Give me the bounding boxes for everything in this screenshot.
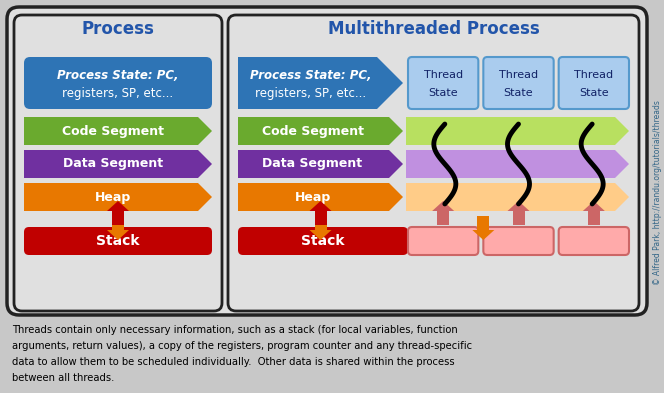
Text: Code Segment: Code Segment — [262, 125, 363, 138]
Polygon shape — [24, 150, 212, 178]
FancyBboxPatch shape — [408, 227, 478, 255]
Polygon shape — [406, 117, 629, 145]
Bar — [437, 211, 449, 225]
Polygon shape — [107, 201, 129, 211]
Polygon shape — [24, 117, 212, 145]
FancyBboxPatch shape — [14, 15, 222, 311]
Text: Process: Process — [82, 20, 155, 38]
Bar — [315, 211, 327, 225]
Text: Thread: Thread — [499, 70, 538, 80]
FancyBboxPatch shape — [483, 227, 554, 255]
Text: between all threads.: between all threads. — [12, 373, 114, 383]
Polygon shape — [24, 183, 212, 211]
Polygon shape — [107, 230, 129, 240]
Text: registers, SP, etc...: registers, SP, etc... — [255, 87, 366, 100]
Bar — [112, 211, 124, 225]
FancyBboxPatch shape — [228, 15, 639, 311]
FancyBboxPatch shape — [558, 227, 629, 255]
Text: Multithreaded Process: Multithreaded Process — [327, 20, 539, 38]
Text: Heap: Heap — [95, 191, 131, 204]
Polygon shape — [238, 150, 403, 178]
Polygon shape — [238, 57, 403, 109]
Text: © Alfred Park, http://randu.org/tutorials/threads: © Alfred Park, http://randu.org/tutorial… — [653, 101, 663, 285]
Polygon shape — [472, 230, 494, 240]
FancyBboxPatch shape — [238, 227, 408, 255]
Text: Stack: Stack — [96, 234, 139, 248]
Text: Threads contain only necessary information, such as a stack (for local variables: Threads contain only necessary informati… — [12, 325, 457, 335]
Text: Thread: Thread — [574, 70, 614, 80]
FancyBboxPatch shape — [408, 57, 478, 109]
Text: State: State — [428, 88, 458, 98]
Polygon shape — [238, 117, 403, 145]
FancyBboxPatch shape — [24, 57, 212, 109]
FancyBboxPatch shape — [24, 227, 212, 255]
Text: Data Segment: Data Segment — [262, 158, 363, 171]
Polygon shape — [406, 150, 629, 178]
Bar — [477, 216, 489, 230]
Text: arguments, return values), a copy of the registers, program counter and any thre: arguments, return values), a copy of the… — [12, 341, 472, 351]
Text: Process State: PC,: Process State: PC, — [250, 69, 371, 82]
Polygon shape — [238, 183, 403, 211]
Text: Data Segment: Data Segment — [63, 158, 163, 171]
Text: Code Segment: Code Segment — [62, 125, 164, 138]
Polygon shape — [507, 201, 529, 211]
Text: Thread: Thread — [424, 70, 463, 80]
Polygon shape — [583, 201, 605, 211]
Text: Heap: Heap — [294, 191, 331, 204]
FancyBboxPatch shape — [7, 7, 647, 315]
Bar — [588, 211, 600, 225]
Text: State: State — [504, 88, 533, 98]
Polygon shape — [309, 201, 331, 211]
Polygon shape — [406, 183, 629, 211]
Text: data to allow them to be scheduled individually.  Other data is shared within th: data to allow them to be scheduled indiv… — [12, 357, 455, 367]
Bar — [513, 211, 525, 225]
FancyBboxPatch shape — [483, 57, 554, 109]
Text: State: State — [579, 88, 609, 98]
Polygon shape — [432, 201, 454, 211]
Text: Process State: PC,: Process State: PC, — [57, 69, 179, 82]
Polygon shape — [309, 230, 331, 240]
Text: Stack: Stack — [301, 234, 345, 248]
Bar — [315, 216, 327, 230]
FancyBboxPatch shape — [558, 57, 629, 109]
Bar — [112, 216, 124, 230]
Text: registers, SP, etc...: registers, SP, etc... — [62, 87, 173, 100]
